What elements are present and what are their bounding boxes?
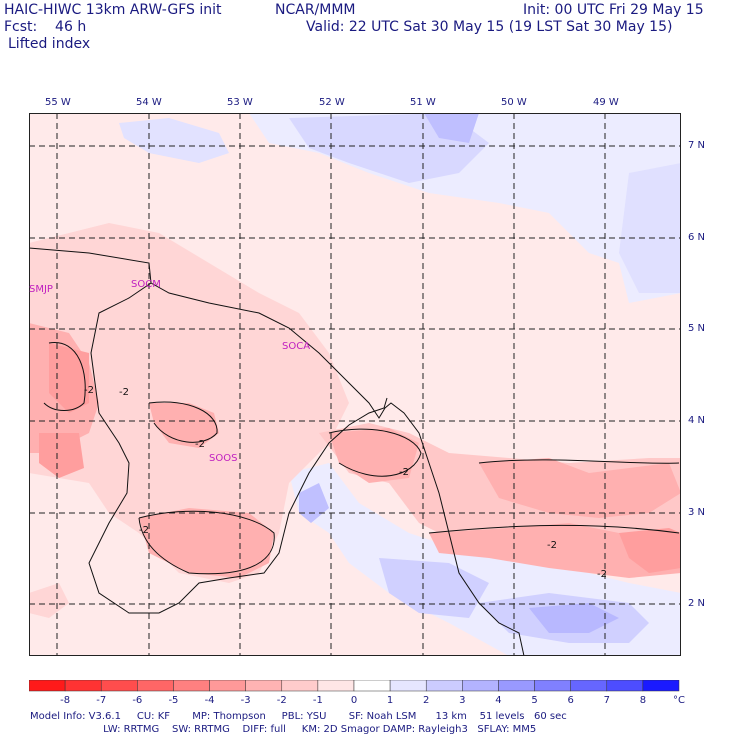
colorbar-cell <box>570 680 608 692</box>
colorbar-tick-label: -4 <box>205 695 215 706</box>
colorbar-tick-label: 0 <box>351 695 357 706</box>
station-label: SOOS <box>209 453 238 464</box>
lat-label: 5 N <box>688 323 706 334</box>
lon-label: 52 W <box>319 97 345 108</box>
valid-time: Valid: 22 UTC Sat 30 May 15 (19 LST Sat … <box>306 19 673 35</box>
contour-label: -2 <box>399 467 409 478</box>
colorbar-cell <box>209 680 246 692</box>
colorbar-cell <box>245 680 283 692</box>
colorbar-cell <box>462 680 499 692</box>
station-label: SMJP <box>29 284 53 295</box>
colorbar-cell <box>534 680 571 692</box>
map-frame <box>29 113 681 656</box>
colorbar-cell <box>64 680 102 692</box>
colorbar-tick-label: 3 <box>459 695 465 706</box>
country-borders <box>29 247 525 656</box>
colorbar-cell <box>317 680 355 692</box>
init-time: Init: 00 UTC Fri 29 May 15 <box>523 2 704 18</box>
colorbar-ticks: -8 -7 -6 -5 -4 -3 -2 -1 0 1 2 3 4 5 6 7 8 <box>60 695 646 706</box>
lat-label: 2 N <box>688 598 706 609</box>
colorbar-cell <box>281 680 319 692</box>
colorbar-tick-label: 8 <box>640 695 646 706</box>
colorbar-tick-label: 1 <box>387 695 393 706</box>
contour-label: -2 <box>139 525 149 536</box>
colorbar-cell <box>173 680 210 692</box>
colorbar-cell <box>498 680 535 692</box>
lat-label: 4 N <box>688 415 706 426</box>
lat-label: 6 N <box>688 232 706 243</box>
contour-label: -2 <box>195 439 205 450</box>
colorbar-tick-label: -6 <box>132 695 142 706</box>
model-info-line1: Model Info: V3.6.1 CU: KF MP: Thompson P… <box>30 711 567 722</box>
lon-label: 51 W <box>410 97 436 108</box>
colorbar-cell <box>137 680 174 692</box>
colorbar-tick-label: -3 <box>241 695 251 706</box>
lon-label: 54 W <box>136 97 162 108</box>
lat-label: 3 N <box>688 507 706 518</box>
colorbar-tick-label: -7 <box>96 695 106 706</box>
station-label: SOCA <box>282 341 311 352</box>
field-name: Lifted index <box>8 36 91 52</box>
contour-label: -2 <box>84 385 94 396</box>
lat-label: 7 N <box>688 140 706 151</box>
contour-label: -2 <box>597 569 607 580</box>
forecast-hour: Fcst: 46 h <box>4 19 87 35</box>
colorbar-cell <box>100 680 138 692</box>
colorbar-tick-label: -1 <box>313 695 323 706</box>
lon-label: 50 W <box>501 97 527 108</box>
run-title: HAIC-HIWC 13km ARW-GFS init <box>4 2 222 18</box>
colorbar-tick-label: -5 <box>168 695 178 706</box>
colorbar-unit: °C <box>673 695 685 706</box>
organization: NCAR/MMM <box>275 2 356 18</box>
colorbar-tick-label: 4 <box>495 695 501 706</box>
model-info-line2: LW: RRTMG SW: RRTMG DIFF: full KM: 2D Sm… <box>30 724 537 735</box>
contour-label: -2 <box>119 387 129 398</box>
colorbar-cell <box>425 680 463 692</box>
colorbar-cell <box>642 680 680 692</box>
contour-lines <box>43 342 680 575</box>
positive-lifted-index-areas <box>119 113 681 656</box>
colorbar-cells <box>29 680 680 692</box>
colorbar-tick-label: 2 <box>423 695 429 706</box>
colorbar-tick-label: -2 <box>277 695 287 706</box>
lon-label: 55 W <box>45 97 71 108</box>
colorbar-tick-label: 5 <box>531 695 537 706</box>
colorbar: -8 -7 -6 -5 -4 -3 -2 -1 0 1 2 3 4 5 6 7 8 °C <box>29 680 685 706</box>
lifted-index-map: -2 -2 -2 -2 -2 -2 -2 <box>29 113 681 656</box>
lon-label: 49 W <box>593 97 619 108</box>
contour-label-group: -2 -2 -2 -2 -2 -2 -2 <box>84 385 607 580</box>
colorbar-tick-label: -8 <box>60 695 70 706</box>
colorbar-cell <box>606 680 644 692</box>
lon-label: 53 W <box>227 97 253 108</box>
contour-label: -2 <box>547 540 557 551</box>
colorbar-tick-label: 6 <box>567 695 573 706</box>
colorbar-tick-label: 7 <box>604 695 610 706</box>
station-label: SOCM <box>131 279 161 290</box>
colorbar-cell <box>29 680 66 692</box>
colorbar-cell <box>389 680 427 692</box>
colorbar-cell <box>353 680 391 692</box>
